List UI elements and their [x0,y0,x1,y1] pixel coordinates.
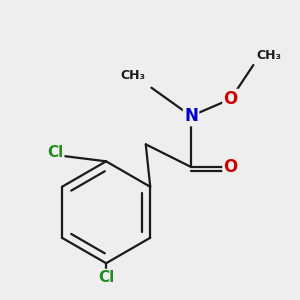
Text: CH₃: CH₃ [256,49,281,62]
Text: O: O [224,158,238,176]
Text: CH₃: CH₃ [121,69,146,82]
Text: N: N [184,107,198,125]
Text: O: O [224,90,238,108]
Text: Cl: Cl [47,145,63,160]
Text: Cl: Cl [98,270,114,285]
